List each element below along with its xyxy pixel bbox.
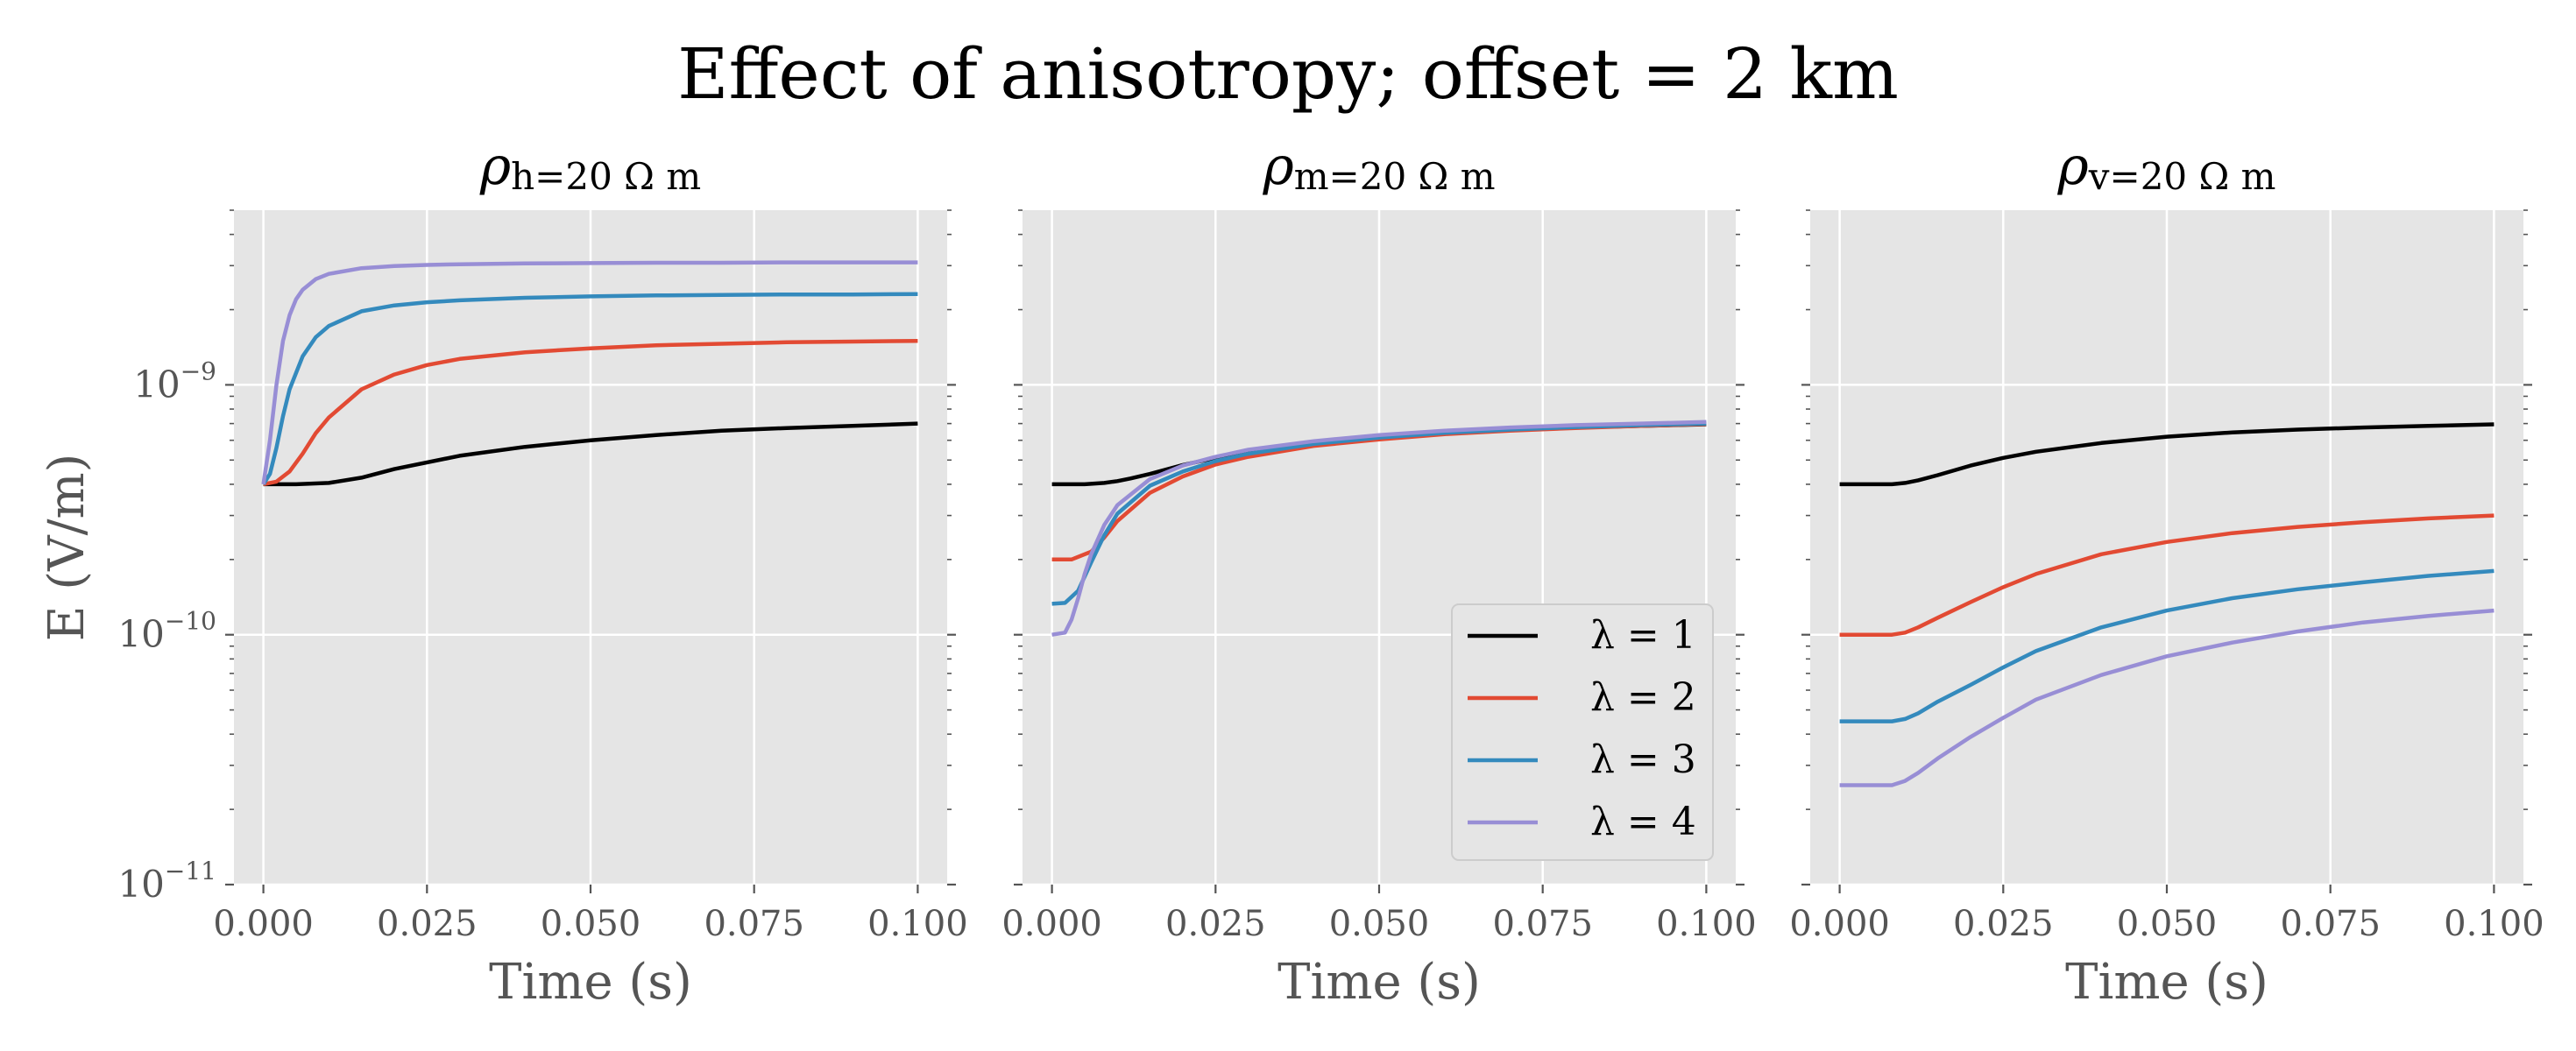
y-ticks (1801, 209, 2532, 886)
series-lines (261, 260, 918, 487)
series-line-3 (1839, 568, 2495, 723)
x-tick-label: 0.050 (2117, 904, 2218, 944)
figure-title: Effect of anisotropy; offset = 2 km (677, 33, 1899, 115)
chart-panel-1: 0.000 0.025 0.050 0.075 0.100 10−11 10−10 10−9 T… (39, 136, 968, 1011)
series-line-1 (1839, 422, 2495, 487)
grid (1810, 210, 2523, 886)
legend-label: λ = 3 (1590, 737, 1696, 782)
y-tick-label: 10−9 (133, 356, 216, 406)
x-axis-label: Time (s) (2065, 954, 2268, 1011)
panels: 0.000 0.025 0.050 0.075 0.100 10−11 10−10 10−9 T… (39, 136, 2544, 1011)
series-line-2 (263, 338, 918, 487)
x-tick-label: 0.100 (867, 904, 968, 944)
x-axis: 0.000 0.025 0.050 0.075 0.100 (1789, 885, 2544, 944)
series-lines (1051, 420, 1707, 637)
panel-title: ρm=20 Ω m (1262, 136, 1495, 198)
y-ticks (225, 209, 956, 886)
x-tick-label: 0.000 (1789, 904, 1890, 944)
x-axis: 0.000 0.025 0.050 0.075 0.100 (213, 885, 968, 944)
x-tick-label: 0.000 (213, 904, 314, 944)
legend-label: λ = 4 (1590, 800, 1696, 844)
y-ticks (1014, 209, 1744, 886)
x-axis-label: Time (s) (1277, 954, 1481, 1011)
series-line-4 (1839, 608, 2495, 787)
x-tick-label: 0.075 (1492, 904, 1593, 944)
series-line-2 (1839, 513, 2495, 637)
legend: λ = 1 λ = 2 λ = 3 λ = 4 (1451, 603, 1714, 861)
series-line-4 (1051, 420, 1707, 637)
panel-title: ρh=20 Ω m (479, 136, 701, 198)
series-line-1 (263, 421, 918, 487)
x-tick-label: 0.025 (1953, 904, 2054, 944)
chart-panel-2: 0.000 0.025 0.050 0.075 0.100 Time (s) ρm=20 Ω… (1001, 136, 1756, 1011)
x-tick-label: 0.075 (704, 904, 804, 944)
x-tick-label: 0.025 (1165, 904, 1266, 944)
x-tick-label: 0.100 (1656, 904, 1757, 944)
x-axis-label: Time (s) (489, 954, 692, 1011)
x-tick-label: 0.075 (2280, 904, 2381, 944)
y-tick-label: 10−11 (117, 857, 216, 906)
panel-title: ρv=20 Ω m (2057, 136, 2276, 198)
legend-box (1451, 603, 1714, 861)
legend-label: λ = 2 (1590, 675, 1696, 720)
x-axis: 0.000 0.025 0.050 0.075 0.100 (1001, 885, 1757, 944)
series-line-3 (261, 292, 918, 486)
x-tick-label: 0.000 (1001, 904, 1102, 944)
x-tick-label: 0.050 (1329, 904, 1430, 944)
y-axis-label: E (V/m) (39, 454, 96, 642)
x-tick-label: 0.025 (377, 904, 478, 944)
x-tick-label: 0.100 (2444, 904, 2544, 944)
series-lines (1839, 422, 2495, 787)
x-tick-label: 0.050 (541, 904, 641, 944)
chart-panel-3: 0.000 0.025 0.050 0.075 0.100 Time (s) ρv=20 Ω… (1789, 136, 2544, 1011)
series-line-4 (261, 260, 918, 485)
legend-label: λ = 1 (1590, 613, 1696, 658)
y-tick-label: 10−10 (117, 607, 216, 656)
